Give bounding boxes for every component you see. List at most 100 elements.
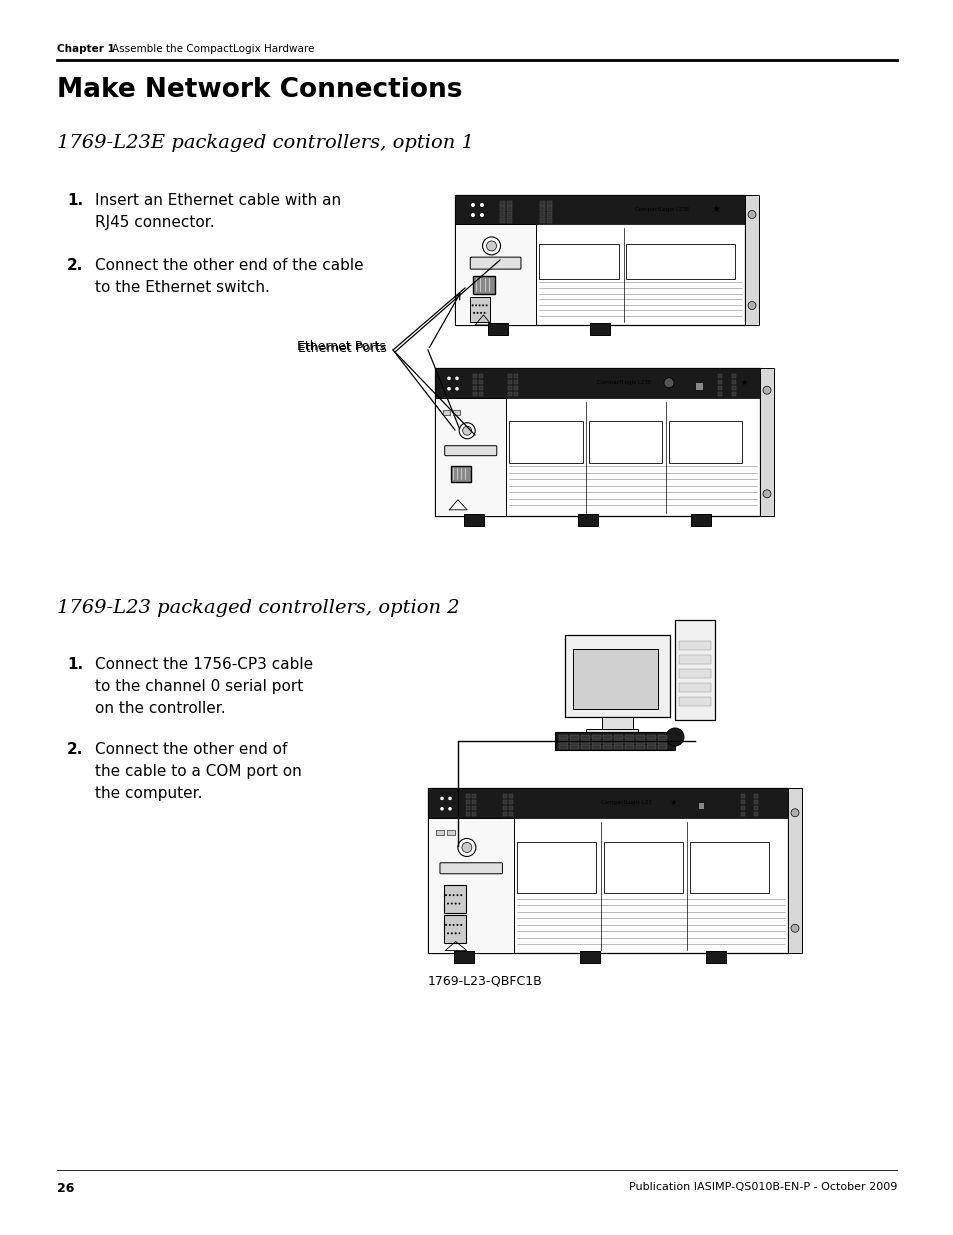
Bar: [539, 201, 544, 206]
Bar: [509, 421, 582, 463]
Bar: [740, 800, 744, 804]
Bar: [717, 385, 721, 390]
Circle shape: [452, 924, 455, 926]
Circle shape: [458, 422, 475, 438]
Bar: [465, 800, 470, 804]
Bar: [679, 641, 710, 650]
Circle shape: [445, 924, 447, 926]
Circle shape: [747, 210, 755, 219]
Circle shape: [762, 490, 770, 498]
Bar: [539, 206, 544, 211]
Bar: [502, 794, 507, 799]
Bar: [473, 374, 477, 378]
Circle shape: [459, 924, 462, 926]
Bar: [473, 385, 477, 390]
Circle shape: [479, 212, 483, 217]
Circle shape: [455, 903, 456, 904]
Circle shape: [456, 924, 458, 926]
Text: 2.: 2.: [67, 258, 83, 273]
Bar: [455, 195, 744, 325]
Circle shape: [482, 237, 500, 254]
Bar: [546, 206, 552, 211]
Text: Connect the 1756-CP3 cable
to the channel 0 serial port
on the controller.: Connect the 1756-CP3 cable to the channe…: [95, 657, 313, 716]
Bar: [509, 805, 513, 810]
Bar: [539, 212, 544, 217]
Bar: [679, 697, 710, 706]
FancyBboxPatch shape: [470, 257, 520, 269]
Text: Ethernet Ports: Ethernet Ports: [296, 340, 385, 353]
Circle shape: [447, 932, 449, 935]
Circle shape: [790, 809, 799, 816]
Bar: [546, 212, 552, 217]
Text: 1.: 1.: [67, 193, 83, 207]
Bar: [744, 195, 759, 325]
Bar: [514, 380, 518, 384]
Circle shape: [471, 212, 475, 217]
Bar: [478, 374, 483, 378]
Bar: [499, 212, 504, 217]
Bar: [472, 800, 476, 804]
Circle shape: [448, 924, 451, 926]
Circle shape: [663, 378, 673, 388]
Bar: [488, 324, 508, 335]
Bar: [646, 740, 656, 743]
Text: Make Network Connections: Make Network Connections: [57, 77, 462, 103]
Bar: [602, 740, 612, 743]
Bar: [717, 391, 721, 395]
Bar: [443, 915, 465, 944]
Text: ★: ★: [740, 378, 747, 388]
Bar: [442, 410, 450, 415]
Bar: [465, 805, 470, 810]
Bar: [569, 740, 578, 743]
Bar: [705, 951, 725, 963]
FancyBboxPatch shape: [439, 863, 502, 873]
Bar: [507, 391, 512, 396]
Bar: [502, 811, 507, 816]
Bar: [719, 195, 734, 205]
FancyBboxPatch shape: [444, 446, 497, 456]
Bar: [695, 382, 702, 390]
Bar: [668, 421, 741, 463]
Bar: [436, 830, 443, 835]
Circle shape: [451, 903, 453, 904]
Circle shape: [447, 903, 449, 904]
Bar: [731, 385, 735, 390]
Bar: [469, 296, 489, 321]
Text: 1769-L23-QBFC1B: 1769-L23-QBFC1B: [428, 974, 542, 988]
Bar: [437, 788, 454, 798]
Circle shape: [452, 894, 455, 897]
Text: 1769-L23 packaged controllers, option 2: 1769-L23 packaged controllers, option 2: [57, 599, 459, 618]
Bar: [740, 811, 744, 816]
Bar: [538, 243, 618, 279]
Circle shape: [481, 304, 483, 306]
Bar: [472, 794, 476, 799]
Bar: [624, 740, 634, 743]
Circle shape: [458, 903, 460, 904]
Bar: [754, 805, 758, 810]
Bar: [464, 195, 480, 205]
Bar: [679, 669, 710, 678]
Bar: [599, 788, 616, 798]
Circle shape: [473, 312, 475, 314]
Bar: [478, 380, 483, 384]
Bar: [506, 212, 512, 217]
Bar: [472, 805, 476, 810]
Bar: [447, 830, 455, 835]
Bar: [454, 951, 474, 963]
Circle shape: [479, 203, 483, 207]
Text: CompactLogix L23E: CompactLogix L23E: [597, 380, 651, 385]
Bar: [435, 398, 506, 516]
Bar: [754, 794, 758, 798]
Bar: [465, 811, 470, 816]
Bar: [499, 206, 504, 211]
Circle shape: [448, 797, 452, 800]
Bar: [589, 421, 661, 463]
Circle shape: [485, 304, 487, 306]
Bar: [658, 745, 666, 748]
Bar: [717, 380, 721, 384]
Bar: [514, 374, 518, 378]
Bar: [731, 391, 735, 395]
Circle shape: [455, 932, 456, 935]
Bar: [506, 217, 512, 222]
Bar: [624, 745, 634, 748]
